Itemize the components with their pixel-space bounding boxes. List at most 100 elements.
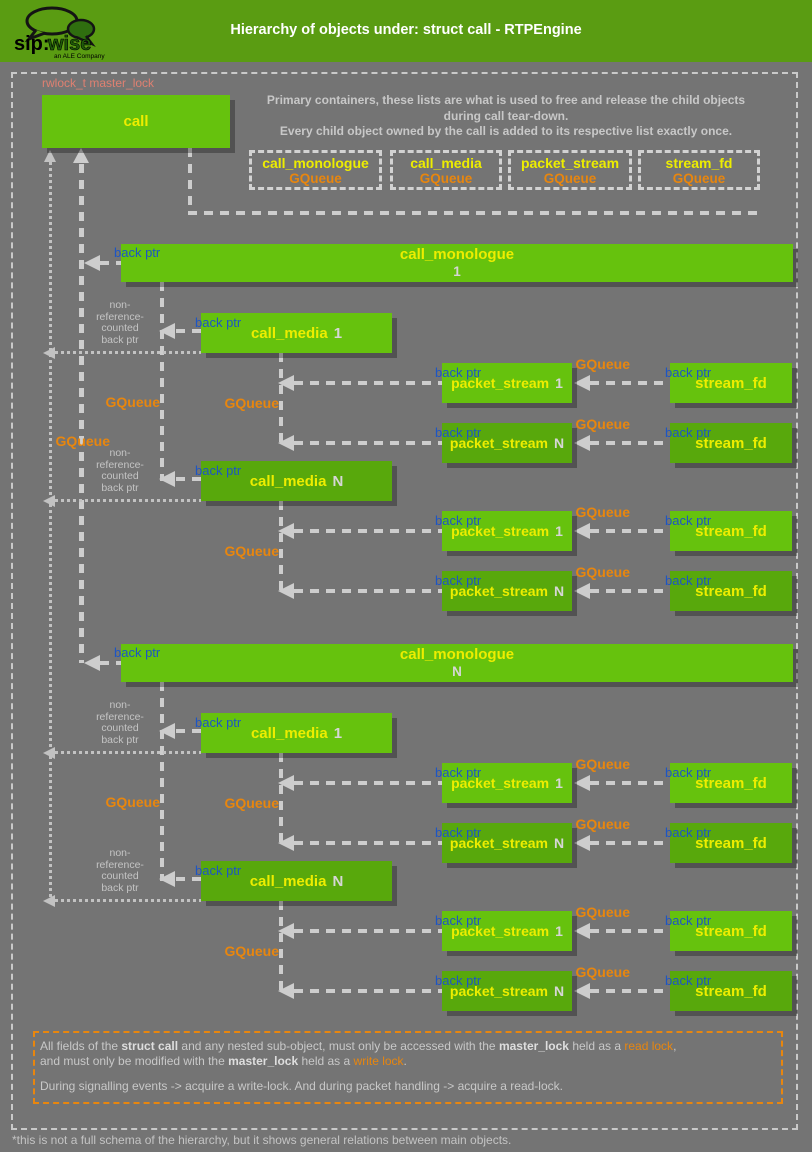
page-title: Hierarchy of objects under: struct call … — [230, 22, 582, 38]
back-ptr-arrow-line — [176, 877, 201, 881]
notes-text-segment: . — [403, 1054, 407, 1068]
back-ptr-label: back ptr — [435, 513, 482, 528]
stream-fd-title: stream_fd — [695, 374, 767, 392]
stream-fd-box: stream_fd — [670, 423, 792, 463]
back-ptr-label: back ptr — [435, 365, 482, 380]
packet-stream-index: 1 — [555, 775, 563, 791]
gqueue-arrow-line — [294, 989, 442, 993]
non-ref-line: reference- — [96, 310, 144, 323]
arrowhead-left-icon — [278, 435, 294, 451]
back-ptr-arrow-line — [100, 261, 121, 265]
arrowhead-left-icon — [574, 775, 590, 791]
back-ptr-label: back ptr — [435, 425, 482, 440]
non-ref-line: counted — [101, 722, 139, 734]
media-index: N — [332, 472, 344, 490]
stream-fd-box: stream_fd — [670, 823, 792, 863]
monologue-title: call_monologue — [399, 246, 515, 263]
stream-fd-title: stream_fd — [695, 922, 767, 940]
gqueue-label: GQueue — [105, 394, 160, 410]
back-ptr-label: back ptr — [665, 913, 712, 928]
gqueue-label: GQueue — [575, 356, 630, 372]
non-ref-line: back ptr — [101, 481, 139, 494]
packet-stream-title: packet_stream — [449, 835, 548, 851]
gqueue-arrow-line — [590, 589, 670, 593]
arrowhead-left-icon — [574, 583, 590, 599]
back-ptr-arrow-line — [176, 477, 201, 481]
arrowhead-left-icon — [43, 495, 55, 507]
gqueue-label: GQueue — [575, 964, 630, 980]
notes-text-segment: master_lock — [498, 1039, 569, 1053]
notes-text-segment: and must only be modified with the — [40, 1054, 229, 1068]
packet-stream-index: 1 — [555, 923, 563, 939]
logo-bubble-tail-icon — [24, 29, 46, 43]
stream-fd-box: stream_fd — [670, 763, 792, 803]
monologue-gqueue-spine-line — [160, 682, 164, 881]
arrowhead-left-icon — [43, 895, 55, 907]
arrowhead-up-icon — [44, 150, 56, 162]
gqueue-arrow-line — [590, 381, 670, 385]
stream-fd-box: stream_fd — [670, 571, 792, 611]
arrowhead-left-icon — [574, 435, 590, 451]
intro-text: Primary containers, these lists are what… — [200, 93, 812, 140]
back-ptr-label: back ptr — [195, 315, 242, 330]
arrowhead-left-icon — [159, 323, 175, 339]
gqueue-arrow-line — [590, 841, 670, 845]
gqueue-label: GQueue — [224, 943, 279, 959]
arrowhead-left-icon — [84, 655, 100, 671]
gqueue-arrow-line — [590, 929, 670, 933]
non-ref-line: back ptr — [101, 733, 139, 746]
notes-text-segment: , — [673, 1039, 677, 1053]
packet-stream-index: 1 — [555, 375, 563, 391]
stream-fd-box: stream_fd — [670, 363, 792, 403]
back-ptr-label: back ptr — [435, 825, 482, 840]
non-ref-line: counted — [101, 322, 139, 334]
notes-line: and must only be modified with the maste… — [40, 1054, 781, 1069]
logo-bubble-small-tail-icon — [75, 35, 96, 48]
containers-connector-line — [188, 211, 760, 215]
stream-fd-title: stream_fd — [695, 522, 767, 540]
gqueue-arrow-line — [590, 441, 670, 445]
back-ptr-label: back ptr — [114, 645, 161, 660]
arrowhead-left-icon — [278, 835, 294, 851]
notes-text-segment: struct call — [121, 1039, 179, 1053]
media-index: N — [332, 872, 344, 890]
non-ref-line: reference- — [96, 710, 144, 723]
gqueue-label: GQueue — [575, 564, 630, 580]
back-ptr-label: back ptr — [435, 573, 482, 588]
container-type-label: GQueue — [419, 170, 473, 186]
media-title: call_media — [250, 724, 328, 742]
back-ptr-label: back ptr — [435, 765, 482, 780]
non-ref-line: non- — [109, 847, 131, 859]
non-ref-line: back ptr — [101, 881, 139, 894]
logo-text-sip: sip: — [14, 33, 50, 55]
call-media-box: call_media 1 — [201, 313, 392, 353]
intro-line: during call tear-down. — [443, 108, 569, 123]
non-ref-spine-line — [49, 162, 52, 899]
gqueue-arrow-line — [294, 929, 442, 933]
back-ptr-label: back ptr — [665, 825, 712, 840]
packet-stream-box: packet_stream N — [442, 823, 572, 863]
arrowhead-left-icon — [278, 775, 294, 791]
packet-stream-title: packet_stream — [451, 923, 550, 939]
media-gqueue-spine-line — [279, 501, 283, 591]
arrowhead-left-icon — [43, 747, 55, 759]
gqueue-arrow-line — [590, 529, 670, 533]
back-ptr-label: back ptr — [665, 765, 712, 780]
arrowhead-left-icon — [159, 471, 175, 487]
arrowhead-left-icon — [278, 583, 294, 599]
primary-container-box: packet_stream GQueue — [508, 150, 632, 190]
packet-stream-title: packet_stream — [451, 523, 550, 539]
packet-stream-box: packet_stream 1 — [442, 511, 572, 551]
packet-stream-box: packet_stream 1 — [442, 763, 572, 803]
container-type-label: GQueue — [289, 170, 342, 186]
non-ref-line: counted — [101, 470, 139, 482]
container-name: call_media — [410, 154, 482, 171]
logo-tagline: an ALE Company — [54, 53, 105, 60]
back-ptr-label: back ptr — [435, 913, 482, 928]
arrowhead-left-icon — [574, 983, 590, 999]
call-box: call — [42, 95, 230, 148]
stream-fd-title: stream_fd — [695, 834, 767, 852]
notes-text-segment: and any nested sub-object, must only be … — [178, 1039, 499, 1053]
arrowhead-left-icon — [574, 923, 590, 939]
containers-connector-line — [188, 148, 192, 211]
